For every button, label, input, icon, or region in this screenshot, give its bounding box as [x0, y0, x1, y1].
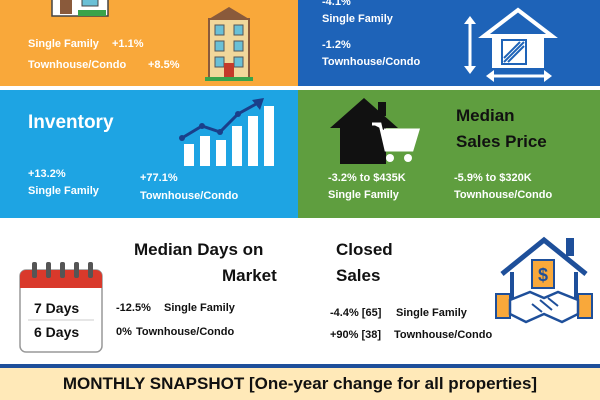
list-price-panel: -4.1% Single Family -1.2% Townhouse/Cond… — [298, 0, 600, 86]
list-price-th-change: -1.2% — [322, 39, 351, 51]
median-days-sf-change: -12.5% — [116, 302, 151, 314]
new-listings-sf-label: Single Family — [28, 38, 99, 50]
house-measure-icon — [464, 7, 558, 82]
median-price-sf-label: Single Family — [328, 189, 399, 201]
closed-sales-sf-label: Single Family — [396, 307, 467, 319]
house-cart-icon — [330, 98, 421, 164]
calendar-icon — [19, 262, 103, 353]
closed-sales-title-1: Closed — [336, 240, 393, 259]
inventory-th-label: Townhouse/Condo — [140, 190, 239, 202]
median-price-th-label: Townhouse/Condo — [454, 189, 553, 201]
inventory-panel: Inventory +13.2% Single Family +77.1% To… — [0, 90, 298, 218]
calendar-line-1: 7 Days — [34, 300, 80, 316]
days-closed-panel: 7 Days 6 Days Median Days on Market -12.… — [0, 218, 600, 364]
closed-sales-th-value: +90% [38] — [330, 329, 382, 341]
closed-sales-sf-value: -4.4% [65] — [330, 307, 382, 319]
calendar-line-2: 6 Days — [34, 324, 80, 340]
dollar-sign: $ — [538, 265, 548, 285]
bar-chart-icon — [179, 98, 274, 166]
median-price-title-2: Sales Price — [456, 132, 547, 151]
new-listings-panel: Single Family +1.1% Townhouse/Condo +8.5… — [0, 0, 298, 86]
median-days-title-1: Median Days on — [134, 240, 264, 259]
median-sales-price-panel: Median Sales Price -3.2% to $435K Single… — [298, 90, 600, 218]
new-listings-sf-change: +1.1% — [112, 38, 144, 50]
inventory-title: Inventory — [28, 112, 114, 133]
list-price-sf-label: Single Family — [322, 13, 393, 25]
closed-sales-title-2: Sales — [336, 266, 381, 285]
median-price-th-value: -5.9% to $320K — [454, 172, 532, 184]
inventory-th-change: +77.1% — [140, 172, 178, 184]
house-icon — [51, 0, 109, 17]
median-days-th-change: 0% — [116, 326, 132, 338]
median-price-title-1: Median — [456, 106, 515, 125]
new-listings-th-label: Townhouse/Condo — [28, 59, 127, 71]
footer-text: MONTHLY SNAPSHOT [One-year change for al… — [62, 374, 538, 393]
median-days-th-label: Townhouse/Condo — [136, 326, 235, 338]
footer-bar: MONTHLY SNAPSHOT [One-year change for al… — [0, 364, 600, 400]
new-listings-th-change: +8.5% — [148, 59, 180, 71]
median-price-sf-value: -3.2% to $435K — [328, 172, 406, 184]
list-price-sf-change: -4.1% — [322, 0, 351, 8]
median-days-sf-label: Single Family — [164, 302, 235, 314]
handshake-house-icon: $ — [495, 236, 593, 324]
list-price-th-label: Townhouse/Condo — [322, 56, 421, 68]
building-icon — [205, 7, 253, 81]
median-days-title-2: Market — [222, 266, 277, 285]
closed-sales-th-label: Townhouse/Condo — [394, 329, 493, 341]
inventory-sf-change: +13.2% — [28, 168, 66, 180]
inventory-sf-label: Single Family — [28, 185, 99, 197]
